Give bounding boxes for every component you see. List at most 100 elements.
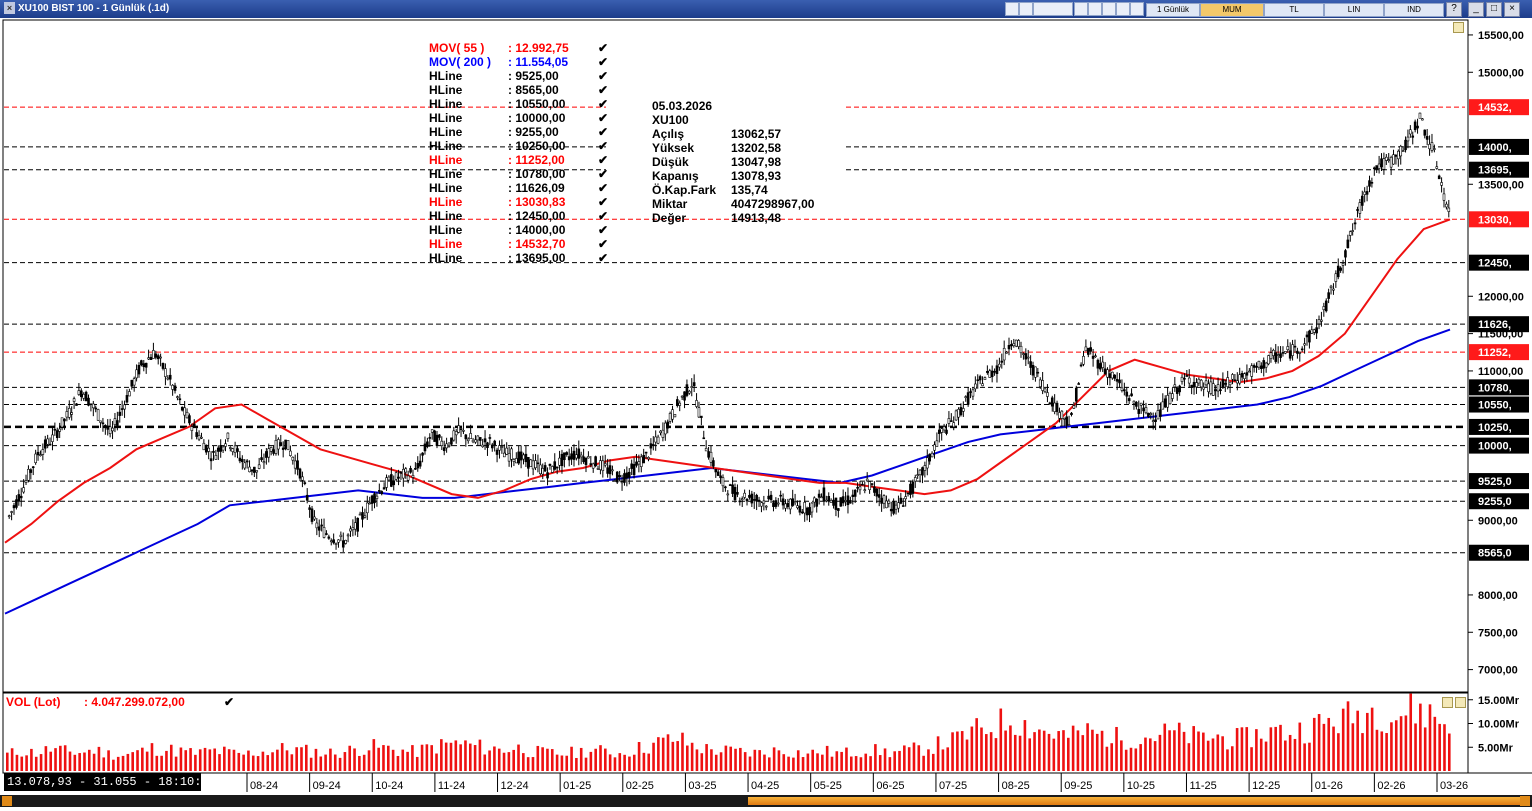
volume-panel-close-icon[interactable]	[1455, 697, 1466, 708]
volume-bar	[116, 756, 120, 771]
window-title-bar: × XU100 BIST 100 - 1 Günlük (.1d) 1 Günl…	[0, 0, 1532, 18]
legend-check[interactable]: ✔	[598, 223, 608, 237]
scrollbar-thumb[interactable]	[748, 797, 1526, 805]
candle-body	[587, 456, 590, 459]
candle-body	[839, 497, 843, 507]
indicator-legend: MOV( 55 ): 12.992,75 ✔ MOV( 200 ): 11.554,…	[429, 41, 608, 265]
x-tick-label: 05-25	[814, 780, 842, 792]
window-close-icon[interactable]: ×	[4, 2, 15, 14]
candle-body	[1284, 351, 1287, 354]
volume-bar	[1206, 740, 1210, 771]
draw-tool-icon[interactable]	[1019, 2, 1033, 16]
panel-button-icon[interactable]	[1453, 22, 1464, 33]
grid-icon[interactable]	[1074, 2, 1088, 16]
legend-check[interactable]: ✔	[598, 125, 608, 139]
volume-bar	[739, 747, 742, 771]
legend-check[interactable]: ✔	[598, 237, 608, 251]
legend-check[interactable]: ✔	[598, 153, 608, 167]
mov55-line	[4, 218, 1451, 544]
tab-currency[interactable]: TL	[1264, 3, 1324, 17]
candle-body	[786, 502, 790, 508]
format-icon[interactable]	[1033, 2, 1073, 16]
candle-body	[577, 448, 581, 459]
legend-check[interactable]: ✔	[598, 97, 608, 111]
legend-check[interactable]: ✔	[598, 41, 608, 55]
candle-body	[1423, 129, 1427, 136]
volume-bar	[623, 754, 626, 771]
tab-period[interactable]: 1 Günlük	[1146, 3, 1200, 17]
volume-bar	[608, 754, 612, 771]
candle-body	[1022, 353, 1025, 355]
hline-label: 10250,	[1478, 422, 1512, 434]
scroll-left-icon[interactable]	[2, 796, 12, 806]
volume-bar	[10, 748, 14, 771]
minimize-icon[interactable]: _	[1468, 2, 1484, 17]
legend-check[interactable]: ✔	[598, 139, 608, 153]
maximize-icon[interactable]: □	[1486, 2, 1502, 17]
zoom-icon[interactable]	[1088, 2, 1102, 16]
volume-bar	[285, 750, 289, 771]
legend-check[interactable]: ✔	[598, 83, 608, 97]
legend-check[interactable]: ✔	[598, 167, 608, 181]
volume-bar	[854, 756, 858, 771]
candle-body	[625, 472, 629, 479]
volume-panel-button-icon[interactable]	[1442, 697, 1453, 708]
candle-body	[1221, 379, 1225, 388]
candle-body	[36, 451, 40, 456]
candle-body	[173, 385, 177, 391]
legend-check[interactable]: ✔	[598, 209, 608, 223]
candle-body	[661, 429, 665, 438]
volume-bar	[449, 742, 453, 771]
hline-label: 9255,0	[1478, 496, 1512, 508]
volume-bar	[1013, 734, 1017, 771]
candle-body	[176, 396, 179, 398]
candle-body	[344, 540, 347, 544]
volume-bar	[1351, 723, 1355, 771]
legend-check[interactable]: ✔	[598, 251, 608, 265]
candle-body	[1195, 382, 1198, 388]
candle-body	[442, 447, 446, 452]
volume-bar	[632, 754, 636, 771]
volume-bar	[1129, 747, 1133, 771]
candle-body	[870, 483, 874, 485]
volume-bar	[734, 748, 737, 771]
chart-type-icon[interactable]	[1005, 2, 1019, 16]
candle-body	[1392, 154, 1395, 165]
line-tool-icon[interactable]	[1102, 2, 1116, 16]
volume-bar	[1086, 723, 1089, 771]
tab-scale[interactable]: LIN	[1324, 3, 1384, 17]
candle-body	[17, 494, 21, 502]
candle-body	[1264, 362, 1268, 368]
volume-bar	[251, 755, 255, 771]
candle-body	[738, 500, 742, 503]
legend-name: HLine	[429, 237, 463, 251]
legend-check[interactable]: ✔	[598, 111, 608, 125]
candle-body	[1442, 193, 1446, 201]
candle-body	[774, 500, 778, 507]
close-icon[interactable]: ×	[1504, 2, 1520, 17]
candle-body	[325, 533, 328, 535]
chevron-down-icon[interactable]	[1130, 2, 1144, 16]
candle-body	[478, 437, 482, 441]
legend-check[interactable]: ✔	[598, 195, 608, 209]
legend-check[interactable]: ✔	[598, 69, 608, 83]
volume-bar	[941, 749, 945, 771]
info-label: Yüksek	[652, 141, 694, 155]
volume-legend-check[interactable]: ✔	[224, 695, 234, 709]
tab-candles[interactable]: MUM	[1200, 3, 1264, 17]
candle-body	[1353, 222, 1357, 225]
candle-body	[1274, 352, 1278, 362]
legend-check[interactable]: ✔	[598, 55, 608, 69]
scroll-right-icon[interactable]	[1520, 796, 1530, 806]
candle-body	[1252, 365, 1256, 368]
legend-check[interactable]: ✔	[598, 181, 608, 195]
help-icon[interactable]: ?	[1446, 2, 1462, 17]
settings-icon[interactable]	[1116, 2, 1130, 16]
volume-bar	[1414, 723, 1417, 771]
candle-body	[954, 410, 958, 421]
tab-indicators[interactable]: IND	[1384, 3, 1444, 17]
volume-bar	[39, 754, 43, 771]
volume-bar	[1404, 715, 1408, 771]
volume-bar	[141, 747, 144, 771]
